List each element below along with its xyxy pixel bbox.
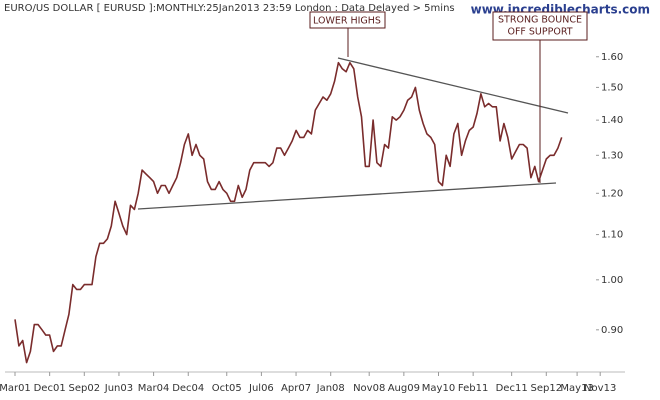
- annotation: LOWER HIGHS: [309, 11, 386, 57]
- x-tick-label: Sep12: [531, 383, 563, 394]
- x-tick-label: Dec01: [34, 383, 66, 394]
- chart-title: EURO/US DOLLAR [ EURUSD ]:MONTHLY:25Jan2…: [4, 3, 455, 14]
- y-tick-label: 1.30: [601, 150, 623, 161]
- x-tick-label: Sep02: [69, 383, 101, 394]
- x-tick-label: Jan08: [316, 383, 345, 394]
- x-tick-label: Dec04: [172, 383, 204, 394]
- y-tick-label: 1.50: [601, 82, 623, 93]
- x-tick-label: Aug09: [388, 383, 420, 394]
- x-tick-label: May10: [422, 383, 455, 394]
- y-tick-label: 0.90: [601, 325, 623, 336]
- support-trendline: [137, 182, 557, 210]
- y-tick-label: 1.60: [601, 52, 623, 63]
- x-tick-label: Jul06: [248, 383, 274, 394]
- x-tick-label: Apr07: [281, 383, 311, 394]
- x-tick-label: Mar01: [0, 383, 31, 394]
- x-tick-label: Nov13: [584, 383, 616, 394]
- y-tick-label: 1.00: [601, 275, 623, 286]
- x-tick-label: Jun03: [104, 383, 133, 394]
- price-line: [14, 61, 563, 364]
- y-tick-label: 1.40: [601, 115, 623, 126]
- x-tick-label: Mar04: [138, 383, 170, 394]
- x-tick-label: May13: [560, 383, 593, 394]
- resistance-trendline: [337, 57, 569, 114]
- x-tick-label: Nov08: [353, 383, 385, 394]
- y-tick-label: 1.10: [601, 230, 623, 241]
- annotation: STRONG BOUNCE OFF SUPPORT: [492, 11, 588, 183]
- x-tick-label: Feb11: [458, 383, 488, 394]
- annotation-box: [309, 11, 386, 29]
- x-tick-label: Dec11: [496, 383, 528, 394]
- annotation-text: LOWER HIGHS: [313, 16, 381, 27]
- x-tick-label: Oct05: [212, 383, 242, 394]
- annotation-box: [492, 11, 588, 41]
- y-tick-label: 1.20: [601, 188, 623, 199]
- annotation-text: OFF SUPPORT: [507, 27, 572, 38]
- annotation-text: STRONG BOUNCE: [498, 15, 582, 26]
